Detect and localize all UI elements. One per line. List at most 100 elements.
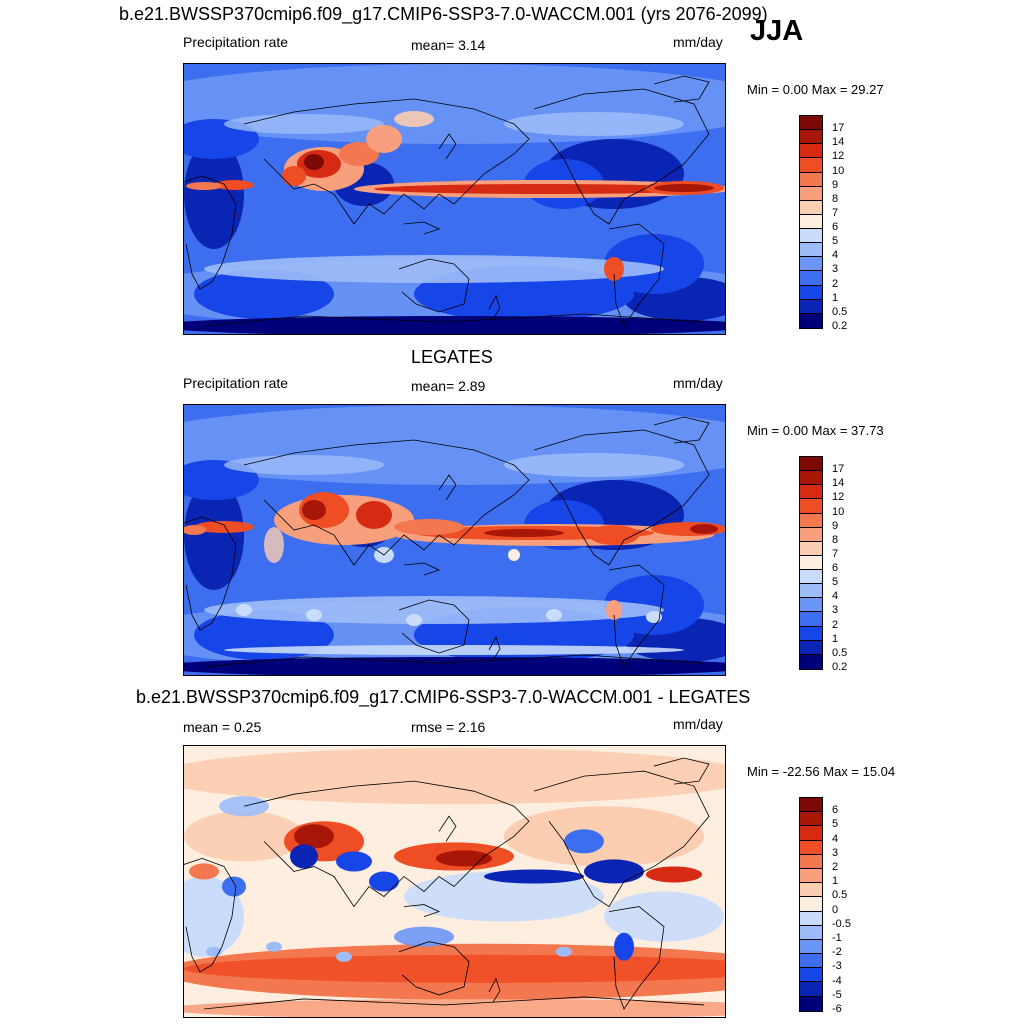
colorbar-tick-label: 10	[832, 164, 845, 177]
field-patch	[366, 125, 402, 153]
panel-1-variable-label: Precipitation rate	[183, 34, 289, 50]
colorbar-swatch	[800, 584, 822, 599]
coastline	[184, 516, 237, 631]
panel-1-units-label: mm/day	[673, 34, 723, 50]
field-patch	[266, 941, 282, 952]
field-patch	[294, 824, 334, 849]
field-patch	[646, 866, 702, 883]
colorbar-tick-label: -4	[832, 974, 842, 987]
field-patch	[484, 529, 564, 537]
colorbar-tick-label: 0.5	[832, 305, 848, 318]
field-patch	[606, 600, 622, 620]
field-patch	[224, 455, 384, 475]
panel-3-mean-label: mean = 0.25	[183, 719, 262, 735]
colorbar-tick-label: 2	[832, 277, 839, 290]
field-patch	[186, 182, 222, 190]
colorbar-tick-label: 8	[832, 533, 839, 546]
field-patch	[508, 549, 520, 561]
panel-3-title: b.e21.BWSSP370cmip6.f09_g17.CMIP6-SSP3-7…	[136, 687, 751, 707]
colorbar-tick-label: 3	[832, 604, 839, 617]
field-patch	[204, 255, 664, 283]
field-patch	[304, 154, 324, 170]
colorbar-swatch	[800, 130, 822, 145]
field-patch	[184, 748, 725, 805]
colorbar-tick-label: 7	[832, 206, 839, 219]
colorbar-swatch	[800, 271, 822, 286]
colorbar-tick-label: 4	[832, 590, 839, 603]
colorbar-swatch	[800, 485, 822, 500]
field-patch	[184, 998, 725, 1017]
colorbar-tick-label: 0.5	[832, 646, 848, 659]
colorbar-tick-label: 0.2	[832, 320, 848, 332]
coastline	[398, 599, 470, 654]
field-patch	[589, 525, 639, 545]
coastline	[488, 977, 501, 1003]
colorbar-tick-label: 5	[832, 235, 839, 248]
colorbar-tick-label: 3	[832, 846, 839, 859]
field-patch	[406, 614, 422, 626]
colorbar-swatch	[800, 313, 822, 328]
field-patch	[184, 876, 244, 957]
field-patch	[236, 604, 252, 616]
field-patch	[184, 480, 244, 590]
panel-1-map	[183, 63, 726, 335]
colorbar-swatch	[800, 996, 822, 1011]
colorbar-tick-label: 7	[832, 547, 839, 560]
colorbar-tick-label: -3	[832, 960, 842, 973]
colorbar-swatch	[800, 285, 822, 300]
coastline	[184, 175, 237, 290]
field-patch	[654, 184, 714, 192]
coastline	[653, 416, 710, 444]
coastline	[653, 757, 710, 785]
colorbar-swatch	[800, 186, 822, 201]
field-patch	[556, 946, 572, 957]
field-patch	[336, 851, 372, 872]
colorbar-tick-label: 2	[832, 618, 839, 631]
panel-1-title: b.e21.BWSSP370cmip6.f09_g17.CMIP6-SSP3-7…	[119, 4, 768, 24]
colorbar-tick-label: 1	[832, 632, 839, 645]
colorbar-tick-label: 0	[832, 903, 839, 916]
field-patch	[484, 869, 584, 884]
colorbar-swatch	[800, 840, 822, 855]
colorbar-tick-label: 6	[832, 562, 839, 575]
panel-2-variable-label: Precipitation rate	[183, 375, 289, 391]
colorbar-swatch	[800, 826, 822, 841]
colorbar-swatch	[800, 954, 822, 969]
field-patch	[290, 844, 318, 869]
panel-2-map	[183, 404, 726, 676]
coastline	[203, 654, 705, 668]
colorbar-swatch	[800, 299, 822, 314]
colorbar-tick-label: -6	[832, 1003, 842, 1015]
field-patch	[194, 269, 334, 319]
colorbar-tick-label: 1	[832, 875, 839, 888]
field-patch	[184, 954, 725, 983]
field-patch	[302, 500, 326, 520]
coastline	[398, 258, 470, 313]
coastline	[488, 635, 501, 661]
field-patch	[224, 114, 384, 134]
field-patch	[604, 257, 624, 281]
field-patch	[214, 180, 254, 190]
field-patch	[504, 112, 684, 136]
field-patch	[374, 184, 714, 194]
field-patch	[404, 871, 604, 922]
field-patch	[204, 596, 664, 624]
colorbar-tick-label: -0.5	[832, 917, 851, 930]
field-patch	[504, 453, 684, 477]
colorbar-tick-label: 0.2	[832, 661, 848, 673]
colorbar-tick-label: 12	[832, 491, 845, 504]
colorbar-swatch	[800, 257, 822, 272]
coastline	[608, 564, 665, 668]
coastline	[403, 904, 441, 918]
colorbar-swatch	[800, 812, 822, 827]
field-patch	[646, 611, 662, 623]
coastline	[243, 780, 530, 908]
coastline	[203, 996, 705, 1010]
coastline	[653, 75, 710, 103]
colorbar-swatch	[800, 158, 822, 173]
colorbar-swatch	[800, 457, 822, 472]
field-patch	[604, 234, 704, 294]
field-patch	[564, 829, 604, 854]
panel-2-title: LEGATES	[411, 347, 493, 367]
colorbar-tick-label: 10	[832, 505, 845, 518]
